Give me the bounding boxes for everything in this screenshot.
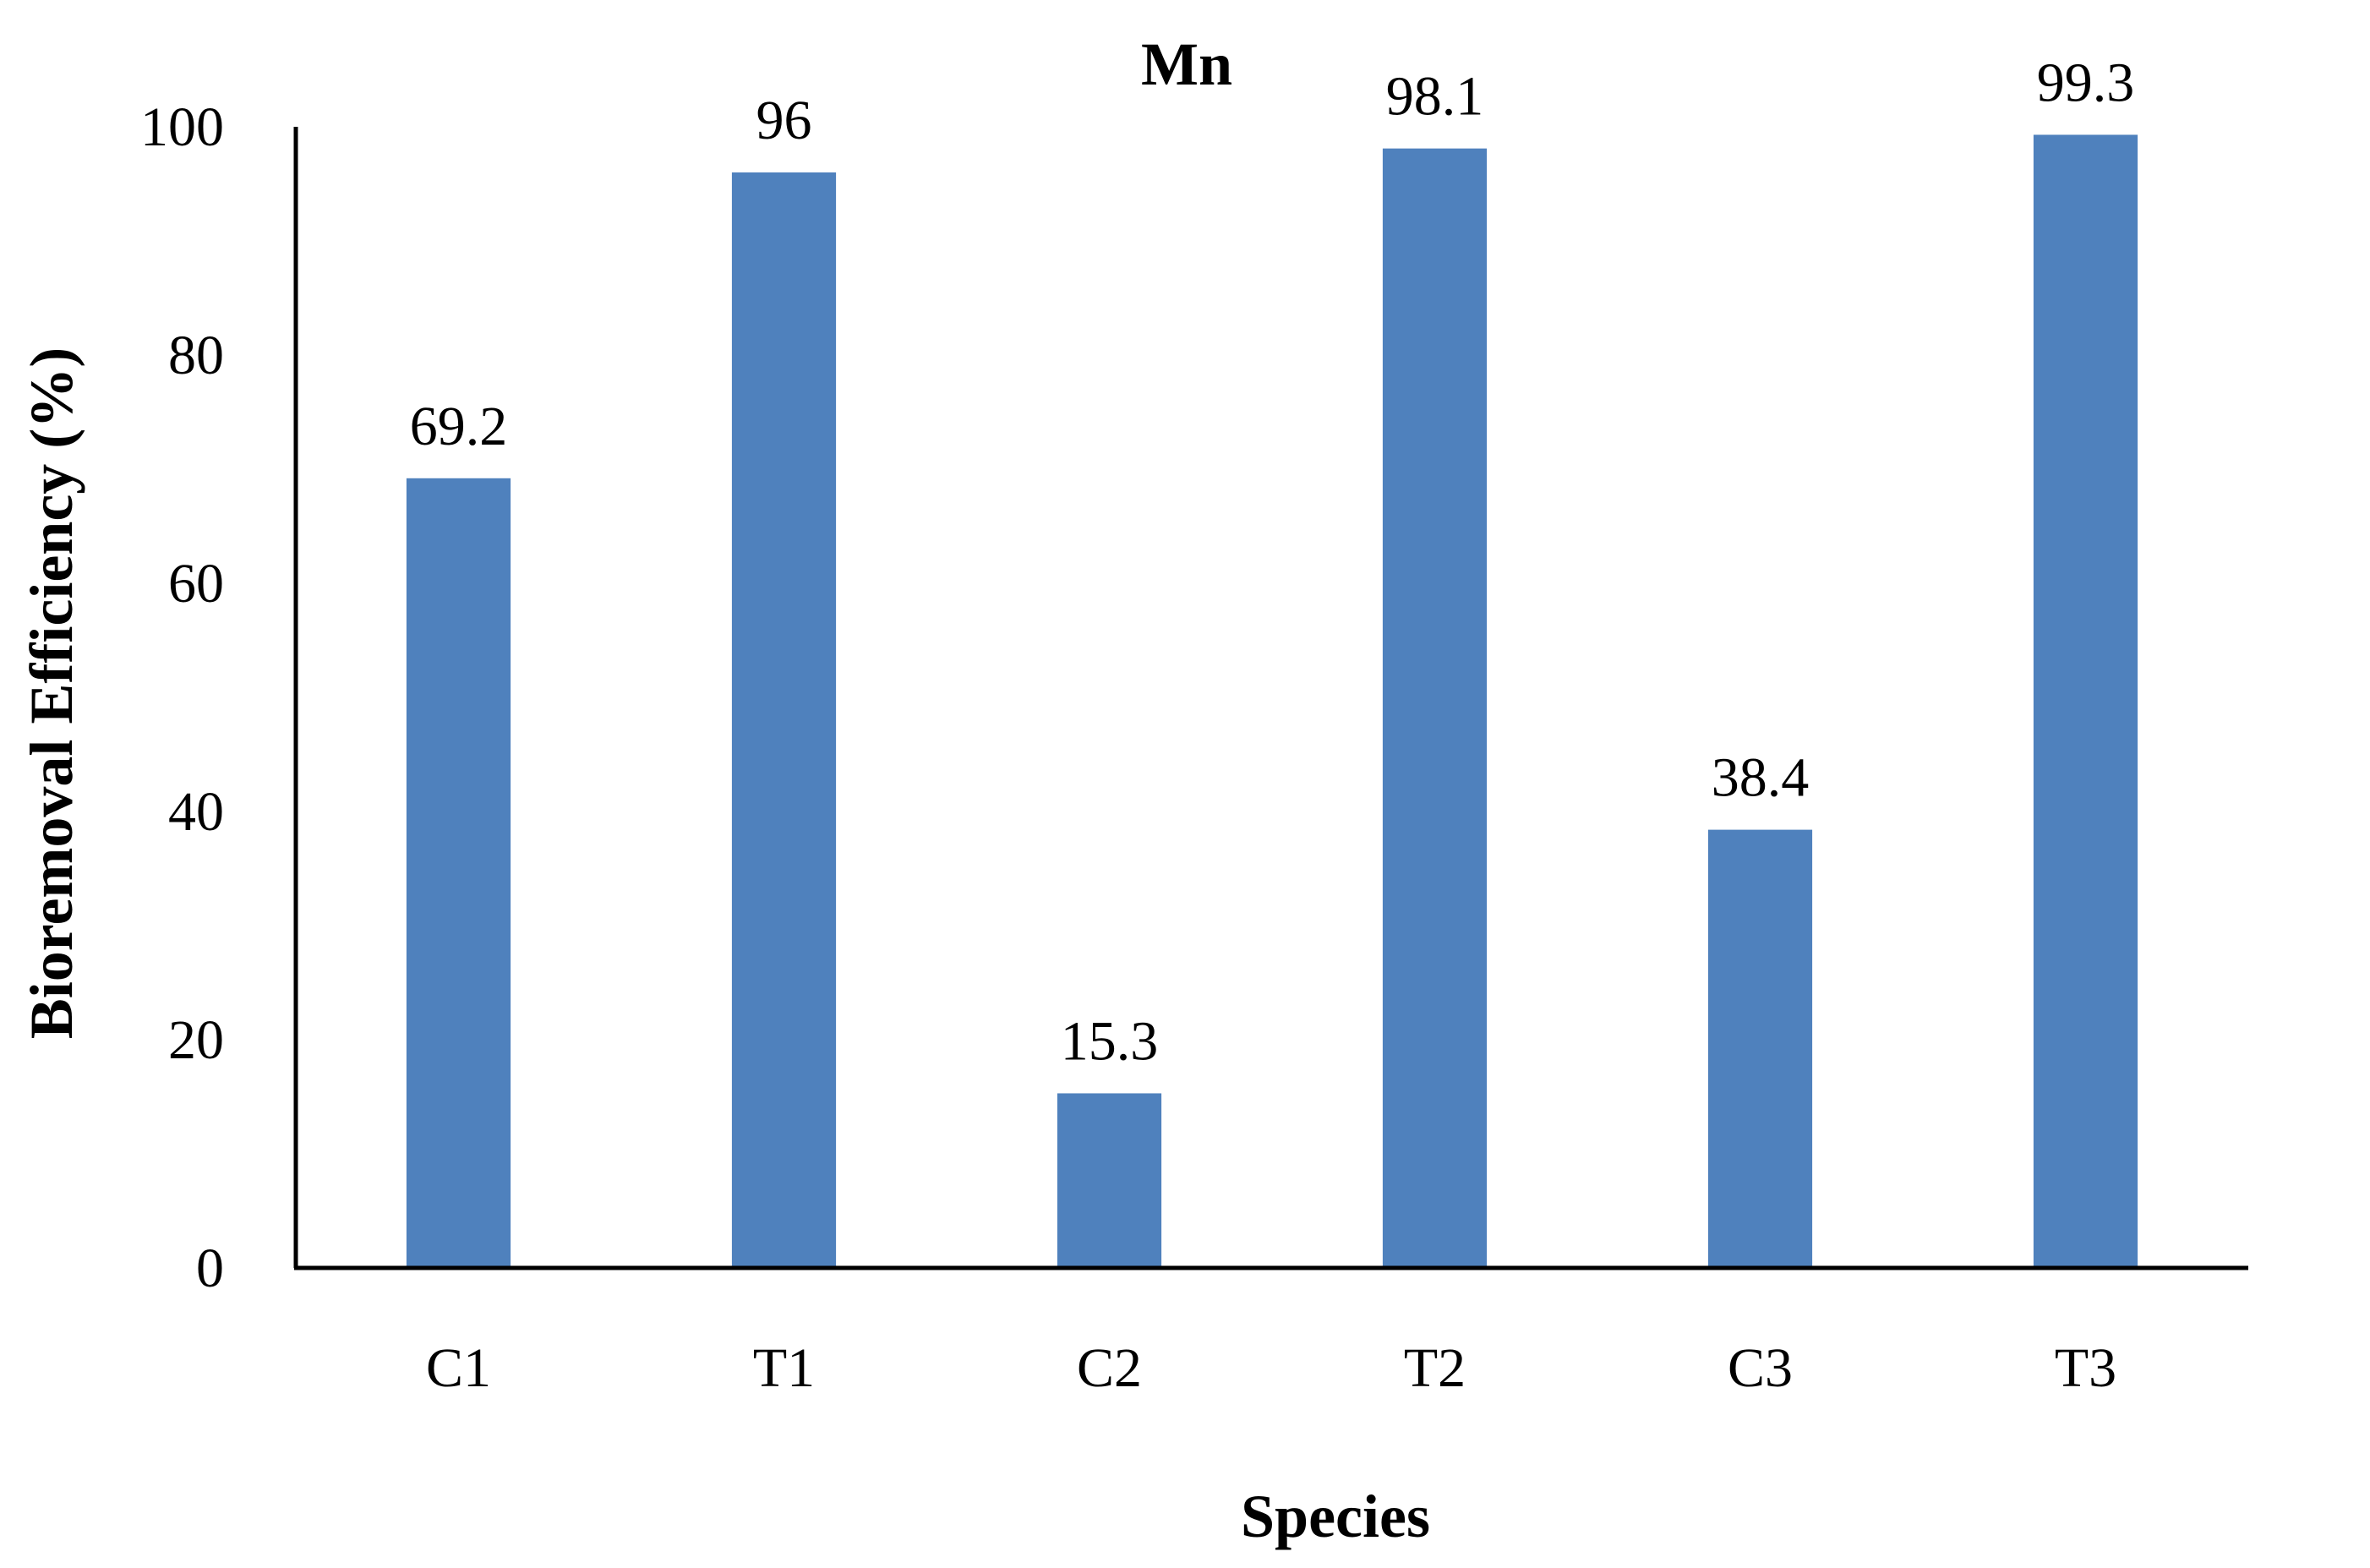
y-axis-title: Bioremoval Efficiency (%)	[18, 347, 85, 1039]
x-tick-label-t1: T1	[753, 1337, 815, 1399]
y-tick-label-20: 20	[168, 1009, 224, 1071]
bar-t2	[1382, 148, 1488, 1268]
bars-group	[406, 134, 2138, 1269]
data-label-t1: 96	[756, 90, 812, 151]
y-tick-label-60: 60	[168, 553, 224, 615]
y-tick-label-40: 40	[168, 781, 224, 843]
x-tick-label-t3: T3	[2055, 1337, 2116, 1399]
y-tick-label-100: 100	[140, 96, 224, 158]
data-label-t3: 99.3	[2037, 52, 2135, 113]
y-tick-label-0: 0	[196, 1237, 224, 1299]
x-tick-label-c1: C1	[426, 1337, 491, 1399]
data-label-t2: 98.1	[1386, 66, 1484, 128]
y-axis-ticks: 0 20 40 60 80 100	[140, 96, 224, 1299]
bar-c3	[1707, 829, 1813, 1268]
data-label-c3: 38.4	[1712, 747, 1810, 809]
data-label-c1: 69.2	[410, 396, 508, 457]
x-tick-label-t2: T2	[1404, 1337, 1466, 1399]
bar-c1	[406, 478, 511, 1268]
bar-t3	[2033, 134, 2138, 1269]
data-labels-group: 69.2 96 15.3 98.1 38.4 99.3	[410, 52, 2135, 1072]
x-axis-categories: C1 T1 C2 T2 C3 T3	[426, 1337, 2116, 1399]
chart-title: Mn	[1141, 30, 1232, 98]
bar-c2	[1057, 1093, 1162, 1268]
y-tick-label-80: 80	[168, 325, 224, 386]
data-label-c2: 15.3	[1061, 1010, 1159, 1072]
x-tick-label-c3: C3	[1728, 1337, 1793, 1399]
x-tick-label-c2: C2	[1077, 1337, 1142, 1399]
bar-t1	[731, 172, 837, 1268]
x-axis-title: Species	[1241, 1483, 1430, 1550]
